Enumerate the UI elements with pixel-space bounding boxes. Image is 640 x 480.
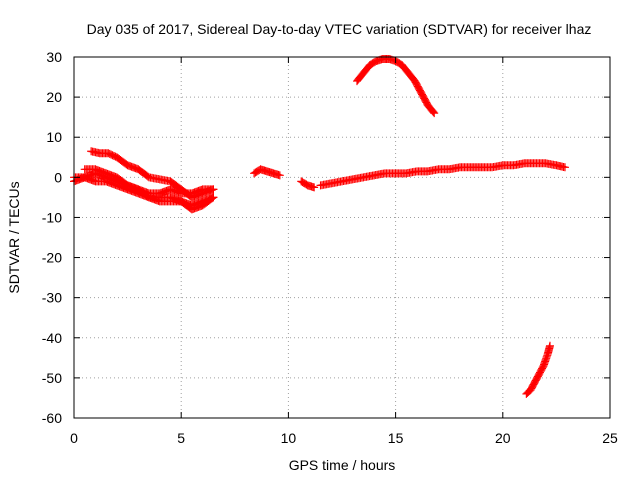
y-tick-label: 20	[46, 89, 62, 105]
tick-layer: 0 5 10 15 20 25 30 20 10 0 -10 -20 -30 -40 -50 -60	[42, 49, 618, 446]
data-point	[209, 193, 218, 202]
data-layer	[70, 55, 569, 398]
data-point	[275, 171, 284, 180]
series-arc-3	[80, 165, 218, 214]
series-arc-9	[522, 341, 554, 398]
grid-layer	[74, 57, 610, 418]
series-arc-4	[87, 147, 218, 202]
x-tick-label: 5	[177, 430, 185, 446]
x-tick-label: 20	[495, 430, 511, 446]
y-tick-label: -10	[42, 209, 62, 225]
x-axis-label: GPS time / hours	[289, 457, 396, 473]
series-arc-8	[353, 55, 439, 118]
y-tick-label: -20	[42, 250, 62, 266]
y-tick-label: 10	[46, 129, 62, 145]
data-point	[560, 163, 569, 172]
y-tick-label: -40	[42, 330, 62, 346]
x-tick-label: 15	[388, 430, 404, 446]
plot-frame	[73, 56, 611, 419]
y-tick-label: 30	[46, 49, 62, 65]
data-point	[209, 185, 218, 194]
series-arc-6	[297, 177, 319, 192]
x-tick-label: 10	[281, 430, 297, 446]
data-point	[545, 341, 554, 350]
data-point	[430, 109, 439, 118]
y-tick-label: -30	[42, 290, 62, 306]
x-tick-label: 0	[70, 430, 78, 446]
series-arc-5	[250, 165, 284, 180]
data-point	[310, 183, 319, 192]
y-tick-label: 0	[54, 169, 62, 185]
data-point	[429, 108, 438, 117]
x-tick-label: 25	[602, 430, 618, 446]
chart-title: Day 035 of 2017, Sidereal Day-to-day VTE…	[87, 21, 592, 37]
y-tick-label: -50	[42, 370, 62, 386]
data-point	[208, 194, 217, 203]
y-axis-label: SDTVAR / TECUs	[6, 181, 22, 293]
y-tick-label: -60	[42, 410, 62, 426]
series-arc-7	[316, 159, 569, 190]
